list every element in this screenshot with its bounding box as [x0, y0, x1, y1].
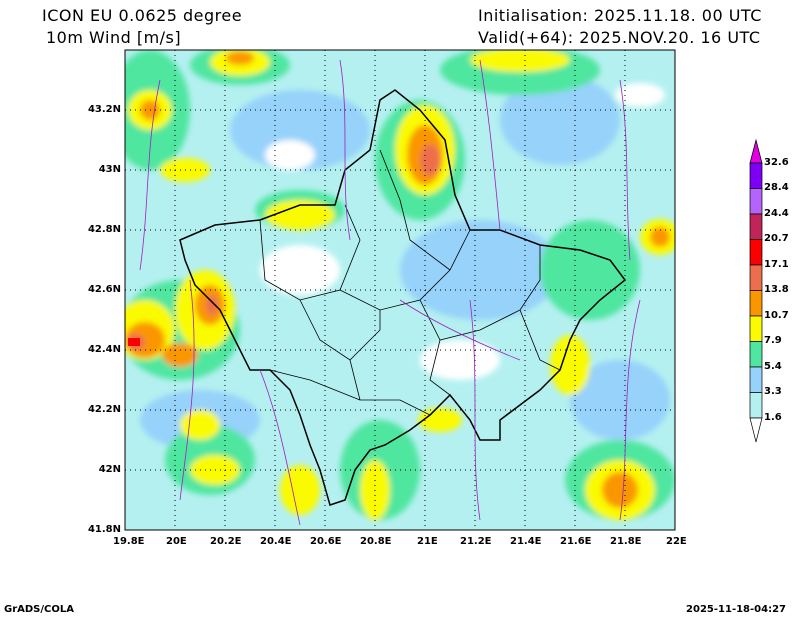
colorbar-label: 28.4 — [764, 182, 789, 193]
wind-field — [125, 50, 675, 530]
colorbar-bottom-arrow — [749, 417, 763, 443]
lat-label: 42N — [98, 464, 121, 475]
lon-label: 20.8E — [360, 536, 392, 547]
variable-title: 10m Wind [m/s] — [46, 28, 182, 47]
footer-timestamp: 2025-11-18-04:27 — [686, 604, 786, 615]
colorbar — [749, 138, 763, 443]
lat-label: 42.4N — [87, 344, 121, 355]
footer-credit: GrADS/COLA — [4, 604, 74, 615]
lat-label: 43.2N — [87, 104, 121, 115]
colorbar-label: 20.7 — [764, 233, 789, 244]
lon-label: 20.2E — [210, 536, 242, 547]
wind-streamlines — [139, 59, 641, 526]
colorbar-label: 1.6 — [764, 412, 782, 423]
lat-label: 43N — [98, 164, 121, 175]
valid-time: Valid(+64): 2025.NOV.20. 16 UTC — [478, 28, 761, 47]
lon-label: 22E — [666, 536, 687, 547]
colorbar-label: 17.1 — [764, 259, 789, 270]
lon-label: 20.6E — [310, 536, 342, 547]
colorbar-label: 32.6 — [764, 157, 789, 168]
colorbar-label: 13.8 — [764, 284, 789, 295]
lon-label: 21.2E — [460, 536, 492, 547]
district-borders — [259, 149, 561, 416]
lon-label: 21.4E — [510, 536, 542, 547]
colorbar-top-arrow — [749, 138, 763, 164]
lat-label: 42.2N — [87, 404, 121, 415]
max-wind-spot — [128, 338, 140, 346]
lat-label: 41.8N — [87, 524, 121, 535]
colorbar-label: 3.3 — [764, 386, 782, 397]
initialisation-time: Initialisation: 2025.11.18. 00 UTC — [478, 6, 762, 25]
lon-label: 19.8E — [113, 536, 145, 547]
lon-label: 20.4E — [260, 536, 292, 547]
lat-label: 42.6N — [87, 284, 121, 295]
model-title: ICON EU 0.0625 degree — [42, 6, 243, 25]
lat-label: 42.8N — [87, 224, 121, 235]
colorbar-label: 7.9 — [764, 335, 782, 346]
lon-label: 21E — [417, 536, 438, 547]
lon-label: 21.6E — [560, 536, 592, 547]
map-frame — [124, 49, 676, 531]
country-border — [179, 89, 627, 506]
lon-label: 20E — [166, 536, 187, 547]
colorbar-label: 10.7 — [764, 310, 789, 321]
colorbar-label: 24.4 — [764, 208, 789, 219]
lon-label: 21.8E — [610, 536, 642, 547]
colorbar-label: 5.4 — [764, 361, 782, 372]
